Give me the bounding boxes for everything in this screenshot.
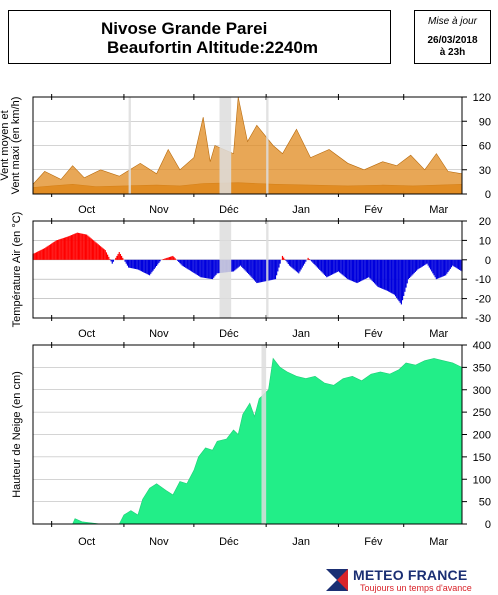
data-gap-temperature xyxy=(219,221,232,318)
y-tick-label-snow: 150 xyxy=(473,452,491,464)
plot-border-wind xyxy=(32,96,463,195)
month-label-wind: Déc xyxy=(219,204,239,216)
month-label-snow: Nov xyxy=(149,536,169,548)
data-gap-wind xyxy=(266,97,269,194)
month-label-temperature: Nov xyxy=(149,328,169,340)
month-label-snow: Fév xyxy=(364,536,383,548)
wind-series-vent-maxi xyxy=(32,96,463,195)
y-tick-label-wind: 120 xyxy=(473,92,491,104)
y-tick-label-wind: 90 xyxy=(479,116,491,128)
y-axis-title-wind: Vent moyen et xyxy=(0,110,11,180)
y-axis-title-snow: Hauteur de Neige (en cm) xyxy=(11,371,23,498)
month-label-wind: Oct xyxy=(78,204,95,216)
month-label-wind: Nov xyxy=(149,204,169,216)
month-label-temperature: Fév xyxy=(364,328,383,340)
month-label-wind: Mar xyxy=(429,204,448,216)
data-gap-temperature xyxy=(266,221,269,318)
y-tick-label-snow: 50 xyxy=(479,497,491,509)
station-location: Beaufortin Altitude:2240m xyxy=(107,38,318,57)
meteo-france-brand: METEO FRANCE Toujours un temps d'avance xyxy=(326,567,494,593)
month-label-wind: Jan xyxy=(292,204,310,216)
y-tick-label-snow: 250 xyxy=(473,407,491,419)
y-tick-label-wind: 30 xyxy=(479,165,491,177)
station-name: Nivose Grande Parei xyxy=(101,19,268,38)
y-axis-title-wind: Vent maxi (en km/h) xyxy=(10,97,22,195)
month-label-snow: Déc xyxy=(219,536,239,548)
brand-name: METEO FRANCE xyxy=(353,567,468,583)
month-label-temperature: Mar xyxy=(429,328,448,340)
month-label-temperature: Jan xyxy=(292,328,310,340)
y-tick-label-temperature: 0 xyxy=(485,255,491,267)
data-gap-wind xyxy=(219,97,232,194)
y-tick-label-temperature: 20 xyxy=(479,216,491,228)
meteo-france-logo-icon xyxy=(326,569,348,591)
plot-border-temperature xyxy=(32,220,463,319)
update-time: à 23h xyxy=(439,47,466,58)
y-tick-label-temperature: 10 xyxy=(479,235,491,247)
charts-svg: 0 30 60 90 120 Oct Nov Déc Jan Fév Mar Vent moyen e… xyxy=(0,92,491,548)
month-label-temperature: Déc xyxy=(219,328,239,340)
data-gap-wind xyxy=(128,97,131,194)
update-box: Mise à jour 26/03/2018 à 23h xyxy=(414,10,491,64)
y-tick-label-wind: 60 xyxy=(479,141,491,153)
y-tick-label-snow: 300 xyxy=(473,385,491,397)
update-date: 26/03/2018 xyxy=(427,35,478,46)
station-title-box: Nivose Grande Parei Beaufortin Altitude:… xyxy=(8,10,391,64)
snow-series-hauteur-de-neige xyxy=(33,357,463,525)
y-tick-label-snow: 0 xyxy=(485,519,491,531)
y-tick-label-snow: 400 xyxy=(473,340,491,352)
y-axis-title-temperature: Température Air (en °C) xyxy=(11,212,23,328)
month-label-snow: Jan xyxy=(292,536,310,548)
month-label-wind: Fév xyxy=(364,204,383,216)
plot-border-snow xyxy=(32,344,463,525)
y-tick-label-snow: 200 xyxy=(473,430,491,442)
data-gap-snow xyxy=(261,345,267,524)
month-label-snow: Oct xyxy=(78,536,95,548)
brand-tagline: Toujours un temps d'avance xyxy=(360,583,472,593)
y-tick-label-temperature: -10 xyxy=(475,274,491,286)
y-tick-label-temperature: -20 xyxy=(475,294,491,306)
y-tick-label-wind: 0 xyxy=(485,189,491,201)
update-label: Mise à jour xyxy=(428,16,477,27)
month-label-temperature: Oct xyxy=(78,328,95,340)
y-tick-label-temperature: -30 xyxy=(475,313,491,325)
y-tick-label-snow: 350 xyxy=(473,362,491,374)
month-label-snow: Mar xyxy=(429,536,448,548)
y-tick-label-snow: 100 xyxy=(473,474,491,486)
